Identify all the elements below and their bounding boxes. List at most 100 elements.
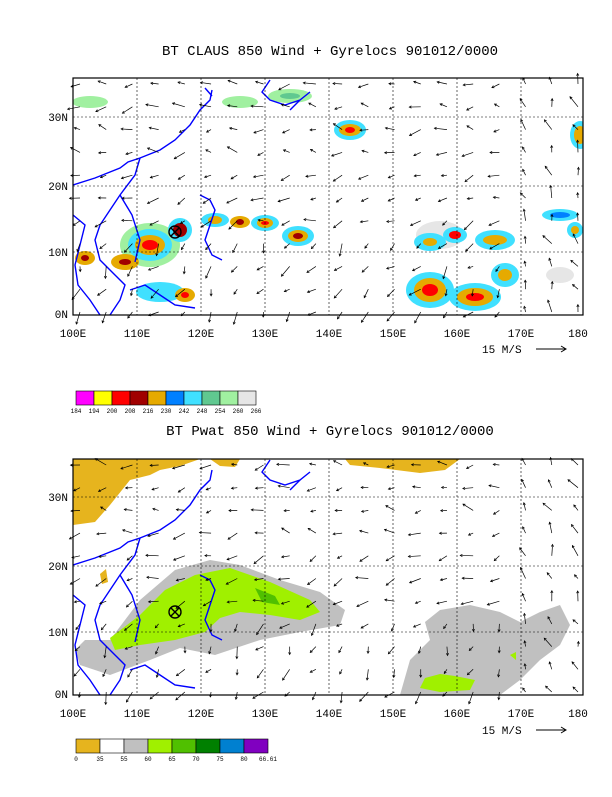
wind-arrow	[102, 312, 106, 323]
panel-claus: BT CLAUS 850 Wind + Gyrelocs 901012/0000	[48, 44, 590, 415]
wind-arrow	[101, 624, 106, 630]
map-pwat	[69, 458, 583, 705]
wind-arrow	[466, 244, 474, 252]
wind-arrow	[463, 504, 473, 510]
wind-arrow	[308, 528, 316, 533]
colorbar-tick-label: 55	[120, 756, 128, 763]
colorbar-tick-label: 194	[89, 408, 100, 415]
colorbar-swatch	[76, 739, 100, 753]
wind-arrow	[408, 556, 420, 557]
wind-arrow	[552, 544, 553, 555]
lon-label: 120E	[188, 709, 215, 721]
wind-arrow	[387, 289, 394, 296]
wind-arrow	[122, 107, 132, 113]
wind-arrow	[334, 579, 342, 586]
lon-axis-labels: 100E 110E 120E 130E 140E 150E 160E 170E …	[60, 329, 588, 341]
lon-label: 140E	[316, 329, 343, 341]
wind-arrow	[105, 266, 106, 278]
wind-arrow	[520, 548, 526, 556]
lat-label: 30N	[48, 113, 68, 125]
wind-arrow	[415, 312, 421, 323]
wind-arrow	[333, 175, 342, 181]
wind-arrow	[544, 120, 551, 130]
colorbar-swatch	[202, 391, 220, 405]
wind-arrow	[439, 556, 447, 561]
lon-label: 160E	[444, 329, 471, 341]
lon-label: 170E	[508, 329, 535, 341]
wind-arrow	[228, 533, 237, 539]
wind-arrow	[234, 312, 238, 324]
wind-arrow	[361, 312, 368, 322]
wind-arrow	[76, 312, 80, 324]
wind-arrow	[126, 601, 132, 607]
wind-arrow	[307, 266, 316, 272]
lon-label: 120E	[188, 329, 215, 341]
wind-arrow	[176, 692, 185, 700]
colorbar-swatch	[94, 391, 112, 405]
wind-arrow	[411, 221, 421, 226]
colorbar-tick-label: 254	[215, 408, 226, 415]
colorbar-swatch	[76, 391, 94, 405]
wind-arrow	[74, 669, 80, 676]
colorbar-swatch	[220, 739, 244, 753]
wind-arrow	[148, 148, 159, 152]
wind-arrow	[410, 579, 421, 583]
wind-arrow	[282, 221, 290, 225]
wind-arrow	[281, 266, 289, 276]
colorbar-tick-label: 266	[251, 408, 262, 415]
wind-arrow	[464, 221, 473, 230]
colorbar-swatch	[220, 391, 238, 405]
wind-arrow	[231, 266, 237, 272]
wind-arrow	[334, 289, 342, 298]
wind-arrow	[360, 556, 368, 562]
wind-scale-label: 15 M/S	[482, 726, 522, 738]
lat-label: 0N	[55, 310, 68, 322]
lon-label: 100E	[60, 709, 87, 721]
wind-arrow	[73, 221, 80, 226]
colorbar-swatch	[244, 739, 268, 753]
wind-arrow	[257, 669, 263, 678]
colorbar-tick-label: 70	[192, 756, 200, 763]
colorbar-tick-label: 0	[74, 756, 78, 763]
wind-arrow	[282, 528, 290, 533]
lon-label: 110E	[124, 709, 151, 721]
colorbar-swatch	[148, 739, 172, 753]
wind-arrow	[388, 647, 394, 654]
wind-arrow	[494, 556, 499, 561]
wind-arrow	[255, 465, 263, 470]
wind-arrow	[227, 198, 237, 203]
wind-scale-label: 15 M/S	[482, 345, 522, 357]
lat-label: 20N	[48, 562, 68, 574]
wind-arrow	[178, 198, 185, 204]
wind-arrow	[465, 175, 473, 181]
wind-arrow	[362, 266, 368, 272]
wind-arrow	[334, 221, 343, 228]
wind-arrow	[334, 461, 342, 465]
wind-arrow	[545, 166, 552, 175]
wind-arrow	[360, 692, 369, 701]
colorbar-swatch	[238, 391, 256, 405]
wind-arrow	[571, 459, 578, 465]
lat-label: 10N	[48, 248, 68, 260]
wind-arrow	[100, 244, 106, 249]
wind-arrow	[387, 312, 394, 321]
lon-label: 150E	[380, 329, 407, 341]
map-claus	[68, 74, 590, 325]
wind-arrow	[70, 579, 80, 585]
lon-label: 130E	[252, 709, 279, 721]
wind-arrow	[71, 147, 80, 152]
wind-arrow	[174, 152, 185, 158]
lat-label: 30N	[48, 493, 68, 505]
wind-arrow	[356, 578, 369, 579]
colorbar-swatch	[166, 391, 184, 405]
lon-label: 180	[568, 709, 588, 721]
wind-arrow	[206, 266, 211, 278]
wind-arrow	[146, 555, 159, 556]
lon-label: 180	[568, 329, 588, 341]
lon-label: 150E	[380, 709, 407, 721]
wind-arrow	[572, 662, 578, 669]
wind-arrow	[121, 129, 132, 130]
wind-arrow	[572, 546, 578, 556]
wind-arrow	[568, 480, 578, 488]
